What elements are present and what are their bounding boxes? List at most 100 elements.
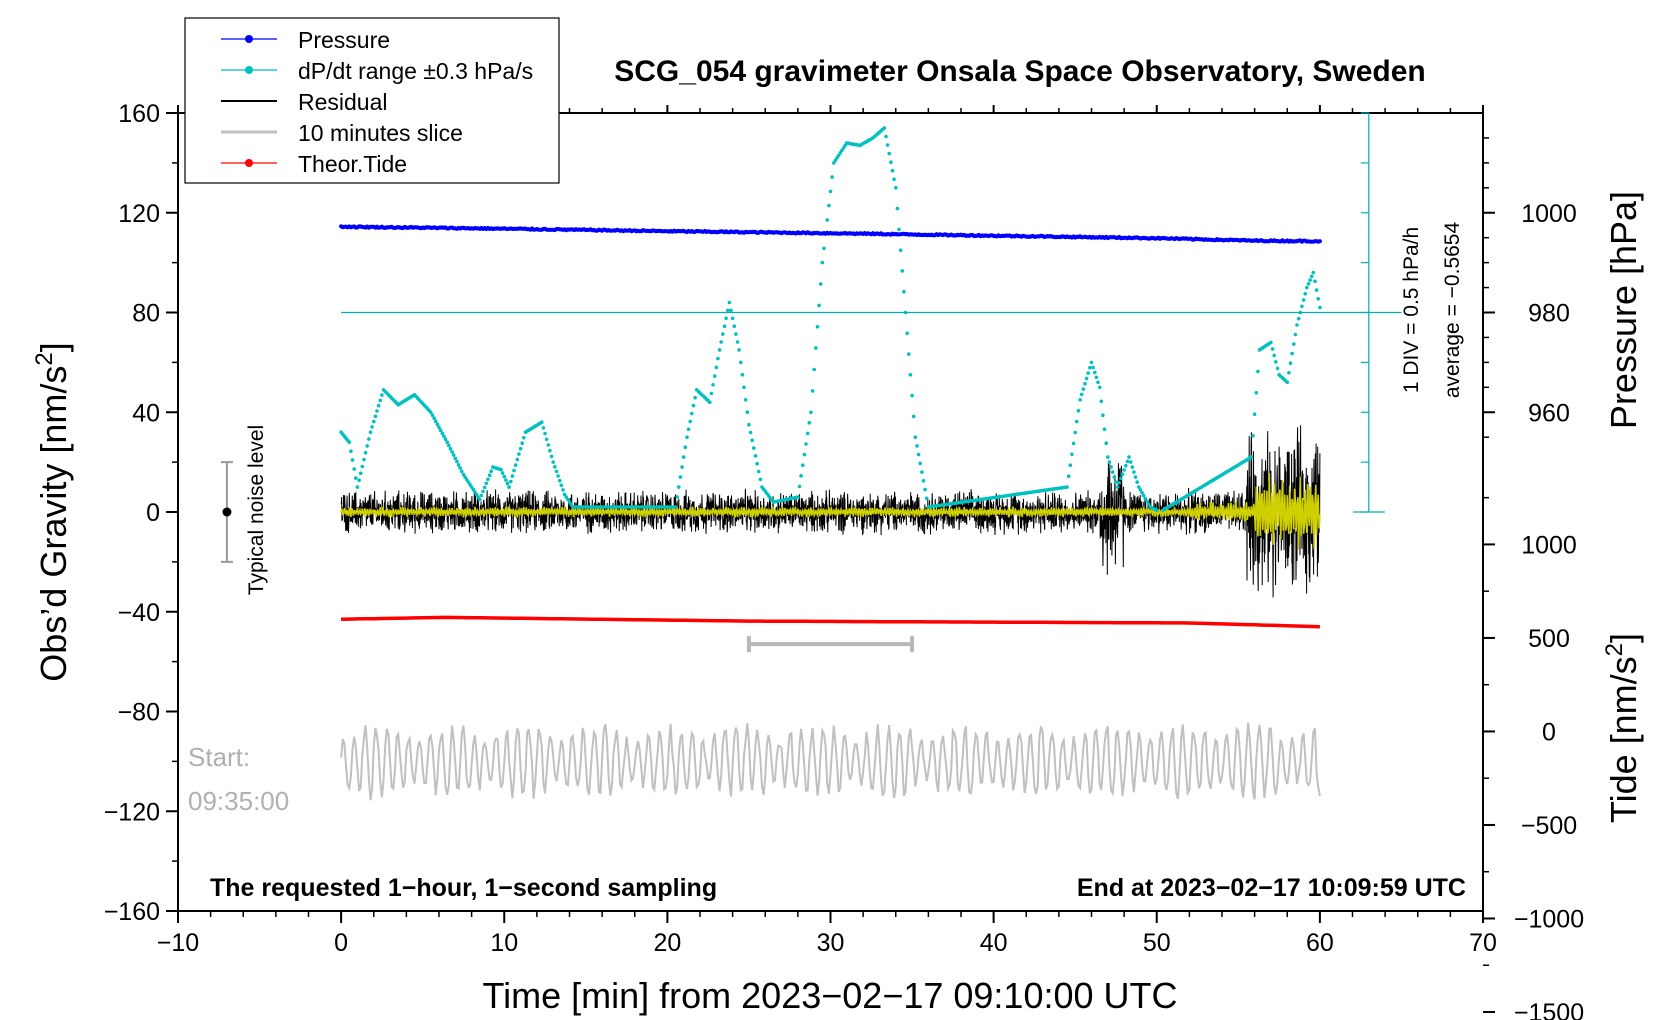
dpdt-point: [355, 485, 360, 489]
dpdt-point: [443, 437, 448, 442]
dpdt-point: [1091, 365, 1095, 370]
tide-tick-label: 500: [1528, 625, 1570, 653]
dpdt-point: [799, 474, 803, 478]
dpdt-point: [520, 441, 524, 446]
legend-label: Theor.Tide: [298, 151, 407, 177]
dpdt-point: [913, 435, 918, 440]
pressure-axis-ticks: 1000 980 960: [1483, 137, 1577, 438]
dpdt-point: [1303, 292, 1307, 296]
dpdt-point: [1070, 452, 1074, 457]
dpdt-point: [729, 308, 733, 313]
dpdt-point: [1075, 419, 1079, 424]
dpdt-point: [1102, 427, 1107, 432]
dpdt-point: [456, 463, 461, 467]
dpdt-point: [708, 400, 712, 405]
dpdt-point: [725, 308, 730, 313]
dpdt-point: [688, 419, 692, 424]
legend-entry-slice: 10 minutes slice: [221, 120, 463, 146]
legend-label: Pressure: [298, 27, 390, 53]
legend-label: dP/dt range ±0.3 hPa/s: [298, 58, 533, 84]
dpdt-point: [716, 356, 720, 361]
legend-entry-residual: Residual: [221, 89, 388, 115]
dpdt-point: [1078, 398, 1082, 402]
dpdt-point: [380, 393, 384, 397]
dpdt-point: [1293, 332, 1298, 337]
dpdt-point: [435, 422, 440, 427]
y-tick-label: −40: [118, 599, 160, 627]
dpdt-point: [742, 385, 746, 390]
dpdt-point: [673, 505, 678, 509]
dpdt-point: [1274, 360, 1278, 364]
x-tick-label: 20: [653, 929, 681, 957]
dpdt-point: [551, 460, 555, 464]
dpdt-point: [430, 413, 435, 418]
dpdt-scale-label: 1 DIV = 0.5 hPa/h: [1400, 227, 1423, 393]
y-axis-label-left: Obs’d Gravity [nm/s2]: [31, 342, 74, 681]
dpdt-point: [1308, 278, 1312, 282]
y-tick-label: 0: [146, 499, 160, 527]
dpdt-point: [905, 331, 909, 336]
dpdt-point: [1295, 323, 1299, 327]
dpdt-point: [370, 425, 374, 429]
dpdt-point: [1132, 470, 1136, 474]
dpdt-point: [1300, 304, 1304, 309]
dpdt-point: [887, 151, 891, 156]
dpdt-point: [1115, 485, 1120, 489]
dpdt-point: [354, 476, 358, 480]
dpdt-point: [1112, 475, 1117, 479]
tide-tick-label: −1000: [1514, 905, 1584, 933]
dpdt-point: [693, 395, 697, 400]
dpdt-point: [1252, 412, 1257, 417]
dpdt-point: [1088, 365, 1092, 370]
dpdt-point: [902, 289, 906, 294]
dpdt-point: [518, 446, 523, 451]
dpdt-point: [921, 479, 926, 483]
dpdt-point: [1066, 474, 1071, 479]
dpdt-point: [517, 452, 521, 456]
dpdt-point: [432, 416, 436, 421]
dpdt-point: [1065, 485, 1069, 489]
dpdt-point: [522, 435, 526, 440]
pressure-tick-label: 980: [1528, 300, 1570, 328]
y-axis-label-tide: Tide [nm/s2]: [1601, 633, 1644, 823]
dpdt-point: [358, 471, 363, 476]
dpdt-point: [1309, 274, 1314, 279]
dpdt-point: [756, 469, 761, 474]
dpdt-point: [499, 467, 503, 472]
dpdt-point: [1130, 465, 1135, 469]
x-tick-label: 60: [1306, 929, 1334, 957]
dpdt-point: [1128, 460, 1133, 464]
dpdt-point: [711, 383, 715, 387]
dpdt-point: [920, 470, 924, 474]
dpdt-point: [818, 282, 823, 286]
dpdt-point: [479, 493, 484, 498]
dpdt-point: [373, 414, 378, 419]
dpdt-point: [1254, 391, 1259, 395]
dpdt-point: [1106, 455, 1110, 459]
dpdt-point: [1104, 441, 1108, 446]
dpdt-point: [1137, 485, 1141, 489]
x-tick-label: 30: [817, 929, 845, 957]
dpdt-point: [758, 477, 763, 482]
dpdt-point: [482, 485, 487, 490]
slice-start-label: Start:: [188, 742, 250, 772]
dpdt-point: [543, 431, 547, 436]
dpdt-point: [796, 495, 800, 499]
y-tick-label: −160: [104, 898, 160, 926]
dpdt-point: [923, 487, 927, 492]
slice-series: [340, 722, 1321, 801]
dpdt-point: [918, 461, 922, 466]
dpdt-point: [561, 488, 565, 492]
dpdt-point: [1084, 376, 1089, 381]
dpdt-point: [1288, 361, 1293, 366]
dpdt-point: [372, 419, 376, 424]
dpdt-point: [1086, 371, 1090, 375]
dpdt-point: [1076, 408, 1081, 413]
dpdt-point: [814, 346, 818, 350]
dpdt-point: [1290, 351, 1294, 356]
dpdt-point: [438, 428, 443, 433]
dpdt-point: [739, 360, 743, 365]
dpdt-point: [885, 143, 890, 147]
y-tick-label: 80: [132, 300, 160, 328]
